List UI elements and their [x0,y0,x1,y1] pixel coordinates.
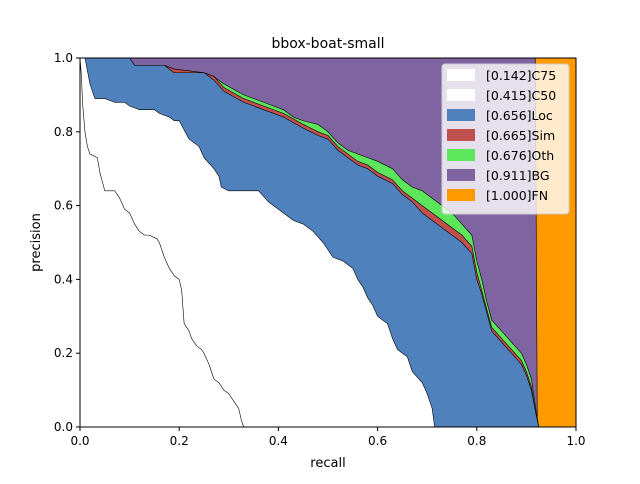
x-axis-ticks: 0.0 0.2 0.4 0.6 0.8 1.0 [70,427,586,448]
y-tick-label: 0.4 [54,272,73,286]
x-tick-label: 0.6 [368,434,387,448]
legend-swatch-bg [447,169,475,181]
legend-label-loc: [0.656]Loc [486,108,553,123]
legend-swatch-fn [447,189,475,201]
chart-title: bbox-boat-small [271,36,384,52]
y-tick-label: 0.8 [54,125,73,139]
legend-swatch-c75 [447,69,475,81]
legend-swatch-c50 [447,89,475,101]
x-tick-label: 0.0 [70,434,89,448]
y-axis-ticks: 0.0 0.2 0.4 0.6 0.8 1.0 [54,51,80,434]
y-tick-label: 1.0 [54,51,73,65]
x-tick-label: 0.4 [269,434,288,448]
plot-frame [79,57,577,428]
x-tick-label: 0.2 [170,434,189,448]
x-axis-label: recall [310,456,345,471]
y-tick-label: 0.0 [54,420,73,434]
y-tick-label: 0.6 [54,199,73,213]
legend-label-c50: [0.415]C50 [486,88,556,103]
legend: [0.142]C75 [0.415]C50 [0.656]Loc [0.665]Sim… [441,63,570,215]
legend-label-c75: [0.142]C75 [486,68,556,83]
legend-label-sim: [0.665]Sim [486,128,555,143]
legend-swatch-sim [447,129,475,141]
area-layers [79,57,577,428]
legend-swatch-oth [447,149,475,161]
x-tick-label: 1.0 [566,434,585,448]
y-tick-label: 0.2 [54,346,73,360]
legend-label-fn: [1.000]FN [486,188,548,203]
y-axis-label: precision [29,213,44,272]
legend-label-oth: [0.676]Oth [486,148,554,163]
legend-swatch-loc [447,109,475,121]
area-c75 [79,57,244,428]
x-tick-label: 0.8 [467,434,486,448]
legend-label-bg: [0.911]BG [486,168,550,183]
